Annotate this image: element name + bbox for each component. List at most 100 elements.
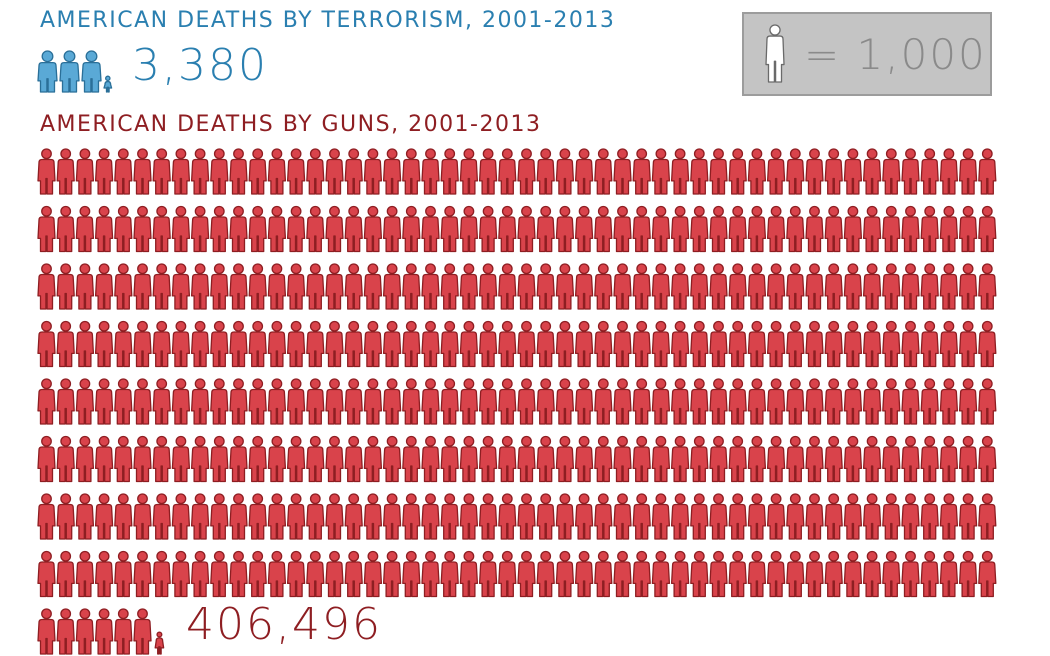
gun-person-icon	[325, 205, 344, 253]
gun-person-icon	[958, 148, 978, 195]
gun-person-icon	[363, 493, 383, 540]
gun-person-icon	[152, 263, 171, 310]
gun-person-icon	[133, 550, 152, 598]
gun-person-icon	[229, 378, 248, 425]
gun-person-icon	[862, 493, 882, 540]
gun-person-icon	[843, 378, 863, 425]
gun-person-icon	[574, 378, 594, 425]
gun-person-icon	[133, 320, 152, 368]
gun-person-icon	[651, 205, 671, 253]
gun-person-icon	[843, 148, 863, 195]
gun-person-icon	[632, 435, 651, 483]
gun-person-icon	[267, 263, 287, 310]
gun-person-icon	[37, 205, 56, 253]
gun-person-icon	[786, 263, 805, 310]
gun-person-icon	[286, 378, 306, 425]
gun-person-icon	[747, 378, 767, 425]
gun-person-icon	[690, 378, 709, 425]
gun-person-icon	[536, 435, 555, 483]
gun-person-icon	[747, 205, 767, 253]
gun-person-icon	[363, 378, 383, 425]
gun-person-icon	[56, 435, 75, 483]
gun-person-icon	[517, 550, 536, 598]
gun-person-icon	[574, 320, 594, 368]
gun-person-icon	[133, 263, 152, 310]
gun-person-icon	[421, 263, 440, 310]
gun-person-icon	[805, 493, 824, 540]
gun-person-icon	[114, 608, 133, 655]
gun-person-icon	[94, 608, 114, 655]
gun-person-icon	[901, 493, 920, 540]
gun-person-icon	[248, 263, 267, 310]
gun-person-icon	[402, 205, 421, 253]
gun-person-icon	[75, 378, 95, 425]
gun-person-icon	[56, 205, 75, 253]
gun-person-icon	[382, 378, 402, 425]
gun-person-icon	[728, 205, 747, 253]
gun-person-icon	[862, 378, 882, 425]
gun-person-icon	[766, 378, 786, 425]
gun-person-icon	[747, 263, 767, 310]
gun-person-icon	[440, 320, 459, 368]
gun-person-icon	[632, 320, 651, 368]
gun-person-icon	[114, 550, 133, 598]
gun-person-icon	[363, 435, 383, 483]
gun-person-icon	[536, 493, 555, 540]
gun-person-icon	[728, 378, 747, 425]
gun-person-icon	[421, 320, 440, 368]
gun-person-icon	[459, 550, 479, 598]
gun-person-icon	[75, 148, 95, 195]
gun-person-icon	[37, 263, 56, 310]
gun-person-icon	[555, 263, 575, 310]
guns-title: AMERICAN DEATHS BY GUNS, 2001-2013	[40, 112, 542, 137]
gun-person-icon	[517, 205, 536, 253]
gun-person-icon	[939, 378, 959, 425]
gun-person-icon	[402, 263, 421, 310]
gun-person-icon	[56, 608, 75, 655]
gun-person-icon	[382, 320, 402, 368]
gun-person-icon	[190, 378, 210, 425]
gun-person-icon	[210, 148, 229, 195]
gun-person-icon	[440, 435, 459, 483]
gun-person-icon	[901, 320, 920, 368]
gun-person-icon	[978, 263, 997, 310]
gun-person-icon	[747, 148, 767, 195]
gun-person-icon	[229, 320, 248, 368]
gun-person-icon	[402, 320, 421, 368]
gun-person-icon	[402, 378, 421, 425]
gun-person-icon	[402, 435, 421, 483]
gun-person-icon	[37, 608, 56, 655]
gun-person-icon	[402, 148, 421, 195]
gun-person-icon	[171, 148, 191, 195]
terror-person-icon	[81, 50, 102, 93]
gun-person-icon	[632, 493, 651, 540]
gun-person-icon	[363, 205, 383, 253]
gun-person-icon	[114, 205, 133, 253]
gun-person-icon	[267, 378, 287, 425]
gun-person-icon	[728, 263, 747, 310]
gun-person-icon	[94, 435, 114, 483]
gun-person-icon	[824, 435, 843, 483]
gun-person-icon	[805, 263, 824, 310]
gun-person-icon	[267, 493, 287, 540]
gun-person-icon	[786, 320, 805, 368]
gun-person-icon	[229, 148, 248, 195]
gun-person-icon	[901, 263, 920, 310]
gun-person-icon	[613, 378, 632, 425]
gun-person-icon	[862, 148, 882, 195]
gun-person-icon	[536, 263, 555, 310]
gun-person-icon	[786, 378, 805, 425]
gun-person-icon	[286, 550, 306, 598]
gun-person-icon	[210, 550, 229, 598]
gun-person-icon	[517, 435, 536, 483]
gun-person-icon	[690, 205, 709, 253]
gun-person-icon	[248, 550, 267, 598]
gun-person-icon	[651, 550, 671, 598]
gun-person-icon	[574, 263, 594, 310]
gun-person-icon	[824, 378, 843, 425]
gun-person-icon	[229, 550, 248, 598]
gun-person-icon	[248, 148, 267, 195]
gun-person-icon	[651, 435, 671, 483]
gun-person-icon	[190, 205, 210, 253]
